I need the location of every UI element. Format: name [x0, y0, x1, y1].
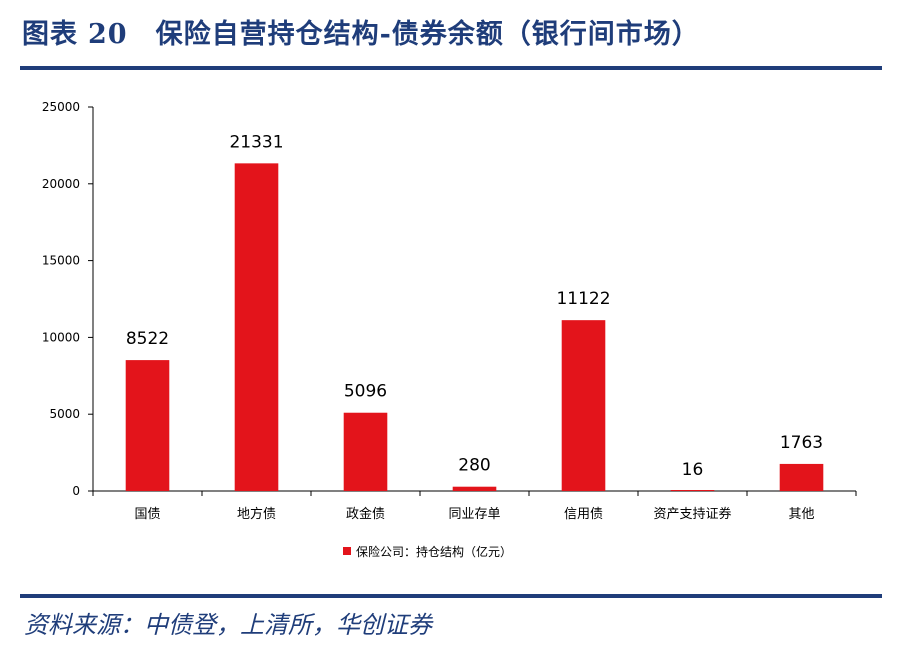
y-tick-label: 0 — [72, 484, 80, 498]
y-tick-label: 25000 — [42, 100, 80, 114]
legend-swatch — [343, 547, 351, 555]
bar-chart: 0 5000 10000 15000 20000 25000 8522 国债 21331 地方债… — [42, 100, 857, 559]
category-label-5: 信用债 — [564, 507, 603, 522]
bar-2 — [234, 163, 279, 491]
bar-6 — [670, 490, 715, 491]
y-tick-label: 20000 — [42, 177, 80, 191]
title-text: 保险自营持仓结构-债券余额（银行间市场） — [155, 19, 700, 50]
bar-4 — [452, 486, 497, 491]
data-label-6: 16 — [682, 460, 704, 480]
source-note: 资料来源：中债登，上清所，华创证券 — [24, 611, 432, 639]
bar-7 — [779, 463, 824, 491]
y-tick-label: 5000 — [49, 407, 80, 421]
data-label-3: 5096 — [344, 382, 387, 402]
category-label-1: 国债 — [134, 507, 160, 522]
top-divider — [20, 66, 882, 70]
bar-1 — [125, 360, 170, 491]
data-label-2: 21331 — [229, 132, 283, 152]
category-label-3: 政金债 — [346, 506, 385, 522]
title-number: 20 — [88, 19, 128, 50]
bar-3 — [343, 412, 388, 491]
data-label-1: 8522 — [126, 329, 169, 349]
title-label: 图表 — [22, 19, 78, 50]
category-label-6: 资产支持证券 — [653, 506, 731, 522]
data-label-5: 11122 — [556, 289, 610, 309]
data-label-7: 1763 — [780, 433, 823, 453]
chart-title: 图表 20 保险自营持仓结构-债券余额（银行间市场） — [22, 12, 700, 51]
category-label-7: 其他 — [788, 507, 814, 522]
bar-5 — [561, 320, 606, 491]
bottom-divider — [20, 594, 882, 598]
data-label-4: 280 — [458, 456, 490, 476]
category-label-2: 地方债 — [237, 506, 276, 522]
y-tick-label: 10000 — [42, 330, 80, 344]
category-label-4: 同业存单 — [448, 507, 500, 522]
legend-label: 保险公司：持仓结构（亿元） — [356, 544, 512, 559]
y-tick-label: 15000 — [42, 254, 80, 268]
